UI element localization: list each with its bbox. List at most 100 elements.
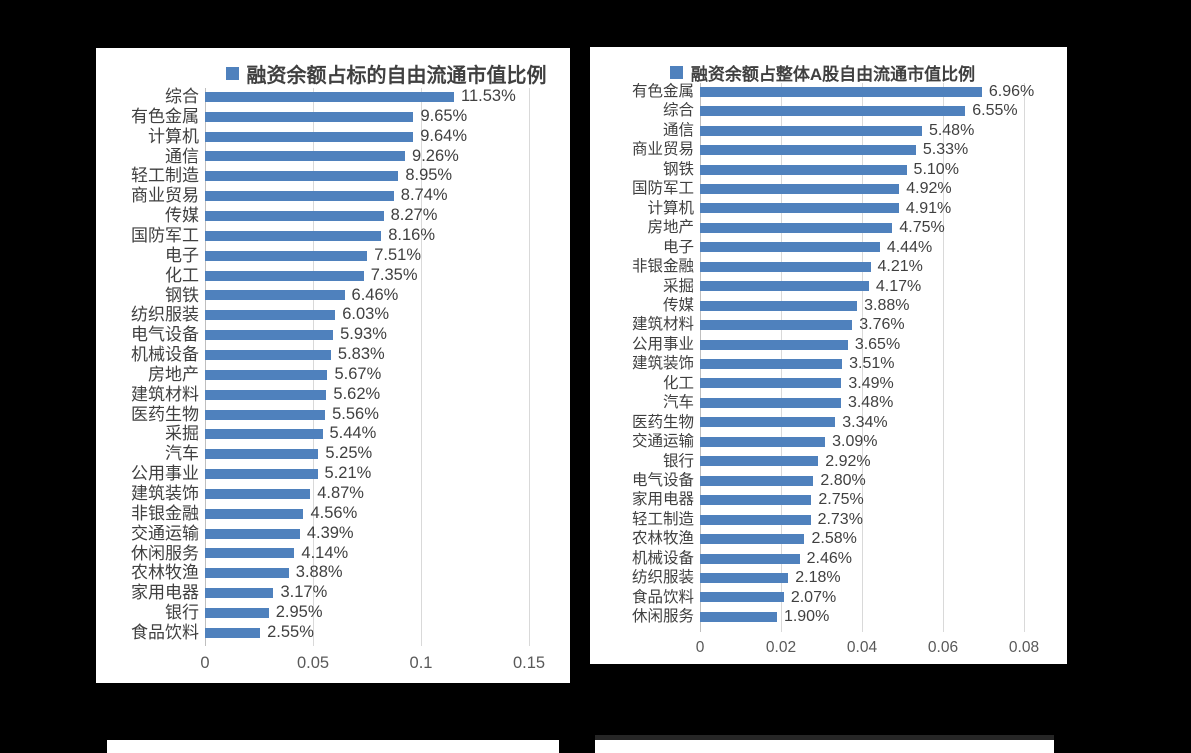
bar [700, 475, 814, 486]
category-label: 交通运输 [131, 523, 199, 543]
bar [205, 310, 336, 321]
category-label: 化工 [165, 265, 199, 285]
x-tick-label: 0.15 [512, 654, 546, 672]
value-label: 8.27% [390, 206, 438, 225]
category-label: 建筑装饰 [131, 484, 199, 503]
category-label: 休闲服务 [131, 543, 199, 563]
value-label: 3.34% [842, 413, 888, 431]
value-label: 6.96% [988, 83, 1035, 100]
bar [205, 627, 261, 638]
category-label: 钢铁 [662, 160, 694, 178]
bar [700, 495, 812, 506]
x-tick-label: 0.05 [296, 654, 330, 672]
value-label: 7.51% [374, 245, 421, 264]
legend-marker-icon [225, 66, 239, 80]
value-label: 2.80% [820, 472, 866, 489]
value-label: 8.16% [388, 225, 436, 244]
category-label: 公用事业 [631, 335, 694, 353]
value-label: 3.88% [864, 296, 910, 314]
bar [205, 449, 319, 460]
category-label: 纺织服装 [131, 305, 199, 325]
value-label: 6.46% [351, 285, 399, 304]
category-label: 钢铁 [165, 285, 199, 305]
bar [205, 230, 382, 241]
bar [700, 339, 848, 350]
value-label: 3.17% [280, 583, 328, 602]
category-label: 家用电器 [631, 491, 694, 509]
x-tick-label: 0.04 [846, 639, 878, 656]
category-label: 电气设备 [131, 325, 199, 345]
x-tick-label: 0.08 [1008, 639, 1040, 656]
bar [700, 222, 893, 233]
value-label: 5.67% [334, 364, 382, 383]
category-label: 公用事业 [131, 464, 199, 484]
value-label: 3.48% [847, 394, 894, 412]
category-label: 交通运输 [631, 433, 694, 451]
value-label: 5.56% [332, 404, 379, 423]
bar [205, 409, 326, 420]
category-label: 医药生物 [131, 404, 199, 424]
category-label: 商业贸易 [131, 186, 199, 206]
value-label: 5.48% [928, 121, 975, 139]
x-tick-label: 0.1 [409, 654, 433, 672]
category-label: 国防军工 [631, 180, 694, 198]
chart-legend: 融资余额占整体A股自由流通市值比例 [584, 59, 1061, 85]
bar [205, 588, 274, 599]
bar [700, 164, 907, 175]
bar [700, 300, 858, 311]
category-label: 传媒 [165, 206, 199, 226]
bar [205, 91, 455, 102]
category-label: 采掘 [165, 424, 199, 444]
value-label: 4.21% [877, 258, 923, 276]
bar [205, 528, 300, 539]
value-label: 2.18% [795, 569, 841, 587]
category-label: 银行 [165, 603, 199, 623]
value-label: 2.58% [811, 530, 857, 548]
value-label: 8.74% [400, 186, 448, 205]
bar [205, 568, 289, 579]
value-label: 9.64% [420, 126, 468, 145]
bar [205, 131, 414, 142]
value-label: 5.93% [340, 325, 387, 344]
value-label: 2.73% [817, 510, 863, 528]
value-label: 9.65% [420, 106, 468, 125]
value-label: 9.26% [412, 146, 459, 165]
bar [700, 397, 841, 408]
category-label: 有色金属 [631, 83, 694, 100]
x-tick-label: 0 [695, 639, 705, 656]
bar [700, 203, 899, 214]
category-label: 电子 [165, 245, 199, 265]
category-label: 食品饮料 [631, 588, 694, 606]
category-label: 汽车 [165, 444, 199, 464]
value-label: 2.55% [267, 622, 314, 641]
bar [205, 211, 384, 222]
bar [205, 191, 394, 202]
category-label: 传媒 [662, 296, 694, 314]
legend-marker-icon [669, 65, 683, 79]
bar [700, 514, 811, 525]
gridline [313, 88, 314, 646]
value-label: 2.95% [275, 603, 323, 622]
bar [205, 548, 295, 559]
bar [700, 378, 842, 389]
category-label: 电子 [662, 238, 694, 256]
bar [700, 611, 777, 622]
category-label: 非银金融 [631, 258, 694, 276]
value-label: 4.44% [886, 238, 933, 256]
chart-panel-right: 融资余额占整体A股自由流通市值比例 0 0.02 0.04 0.06 0.08 有色金属 6… [590, 47, 1067, 664]
value-label: 3.65% [854, 335, 901, 353]
category-label: 房地产 [647, 219, 694, 237]
category-label: 家用电器 [131, 583, 199, 603]
category-label: 电气设备 [631, 472, 694, 489]
x-tick-label: 0.06 [927, 639, 959, 656]
bar [205, 488, 311, 499]
value-label: 5.62% [333, 384, 381, 403]
value-label: 4.92% [906, 180, 952, 198]
bar [205, 171, 399, 182]
chart-legend: 融资余额占标的自由流通市值比例 [149, 60, 623, 87]
bar [700, 572, 789, 583]
category-label: 采掘 [662, 277, 694, 295]
value-label: 5.25% [325, 444, 373, 463]
category-label: 纺织服装 [631, 569, 694, 587]
category-label: 农林牧渔 [131, 563, 199, 583]
